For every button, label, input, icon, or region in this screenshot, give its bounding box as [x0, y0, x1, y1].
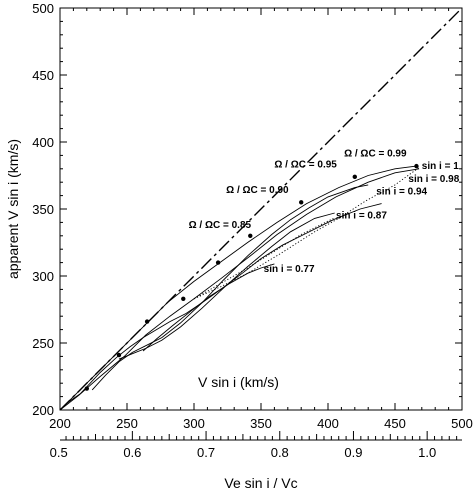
annotation-label: sin i = 0.94: [376, 186, 427, 197]
y-tick-label: 200: [32, 403, 54, 418]
y-tick-label: 400: [32, 135, 54, 150]
y-tick-label: 500: [32, 1, 54, 16]
annotation-label: Ω / ΩC = 0.95: [274, 159, 337, 170]
series-line: [193, 217, 334, 300]
y-tick-label: 350: [32, 202, 54, 217]
series-line: [118, 212, 335, 360]
y-axis-title: apparent V sin i (km/s): [5, 139, 21, 279]
series-line: [142, 263, 275, 352]
data-point: [181, 296, 186, 301]
x-tick-label: 500: [451, 416, 473, 431]
data-point: [116, 352, 122, 358]
annotation-label: sin i = 1: [422, 161, 459, 172]
annotation-label: Ω / ΩC = 0.99: [344, 149, 407, 160]
data-point: [144, 319, 150, 324]
x2-axis-title: Ve sin i / Vc: [224, 475, 297, 491]
data-point: [248, 233, 253, 238]
series-line: [91, 184, 369, 391]
x2-tick-label: 1.0: [418, 445, 436, 460]
x2-tick-label: 0.9: [344, 445, 362, 460]
annotation-label: sin i = 0.98: [408, 174, 459, 185]
x-tick-label: 350: [250, 416, 272, 431]
y-tick-label: 450: [32, 68, 54, 83]
x2-tick-label: 0.8: [271, 445, 289, 460]
annotation-label: Ω / ΩC = 0.85: [189, 220, 252, 231]
x-tick-label: 400: [317, 416, 339, 431]
annotation-label: sin i = 0.77: [264, 264, 315, 275]
data-point: [215, 260, 221, 265]
y-tick-label: 250: [32, 336, 54, 351]
x-tick-label: 200: [49, 416, 71, 431]
x-tick-label: 450: [384, 416, 406, 431]
annotation-label: sin i = 0.87: [336, 210, 387, 221]
data-point: [414, 163, 419, 169]
series-line: [193, 167, 420, 300]
annotation-label: Ω / ΩC = 0.90: [226, 185, 289, 196]
data-point: [84, 386, 90, 391]
x2-tick-label: 0.7: [197, 445, 215, 460]
y-tick-label: 300: [32, 269, 54, 284]
data-point: [299, 200, 304, 205]
x2-tick-label: 0.6: [123, 445, 141, 460]
x-tick-label: 250: [116, 416, 138, 431]
x-tick-label: 300: [183, 416, 205, 431]
x-axis-title: V sin i (km/s): [198, 374, 279, 390]
data-point: [352, 174, 357, 180]
x2-tick-label: 0.5: [50, 445, 68, 460]
